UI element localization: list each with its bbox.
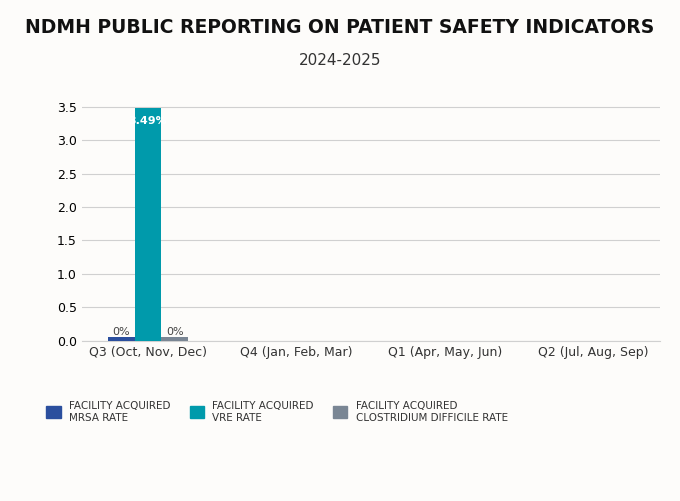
Bar: [135, 108, 161, 341]
Text: 0%: 0%: [166, 327, 184, 337]
Legend: FACILITY ACQUIRED
MRSA RATE, FACILITY ACQUIRED
VRE RATE, FACILITY ACQUIRED
CLOST: FACILITY ACQUIRED MRSA RATE, FACILITY AC…: [46, 401, 508, 423]
Bar: [161, 337, 188, 341]
Text: NDMH PUBLIC REPORTING ON PATIENT SAFETY INDICATORS: NDMH PUBLIC REPORTING ON PATIENT SAFETY …: [25, 18, 655, 37]
Text: 2024-2025: 2024-2025: [299, 53, 381, 68]
Text: 0%: 0%: [112, 327, 130, 337]
Text: 3.49%: 3.49%: [129, 116, 167, 126]
Bar: [108, 337, 135, 341]
